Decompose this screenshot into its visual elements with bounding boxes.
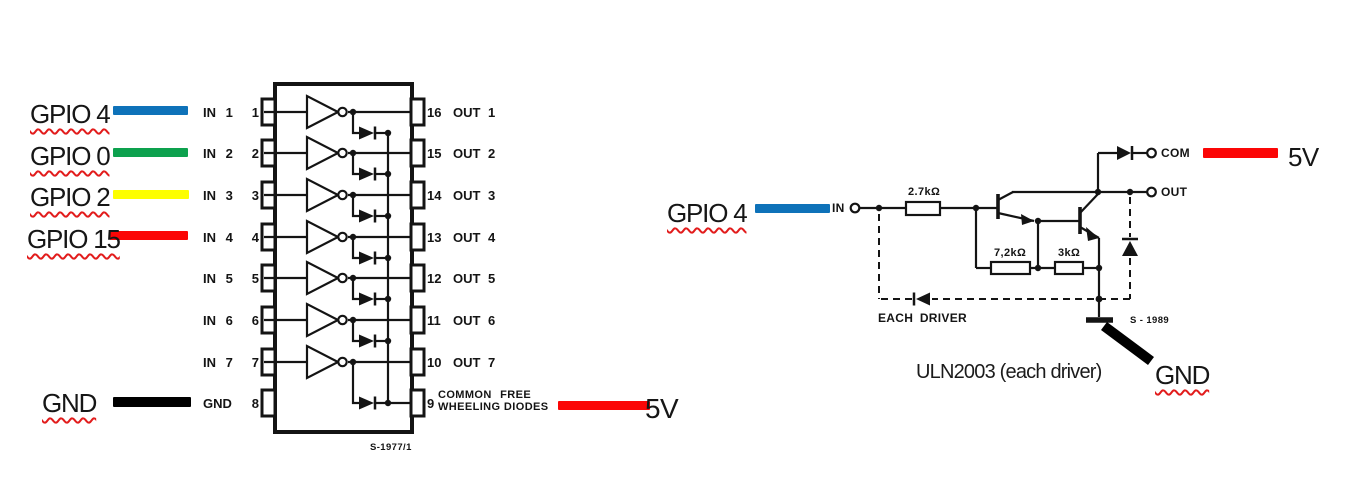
wire-5v-right	[1203, 148, 1278, 158]
pin-label-in2: IN 2	[203, 146, 233, 161]
pin-label-out3: OUT 3	[453, 188, 496, 203]
gnd-label-left: GND	[42, 388, 97, 418]
dip16-chip	[260, 82, 426, 434]
in-terminal-label: IN	[832, 201, 845, 215]
each-driver-label: EACH DRIVER	[878, 311, 967, 325]
pin-number-10: 10	[427, 355, 442, 370]
pin-number-12: 12	[427, 271, 442, 286]
gpio0-label: GPIO 0	[30, 141, 111, 171]
pin-number-1: 1	[251, 105, 259, 120]
pin-number-8: 8	[251, 396, 259, 411]
out-terminal-label: OUT	[1161, 185, 1188, 199]
pin-label-gnd: GND	[203, 396, 232, 411]
resistor-2k7-label: 2.7kΩ	[908, 186, 941, 198]
pin-label-out5: OUT 5	[453, 271, 496, 286]
pin-number-3: 3	[251, 188, 259, 203]
wire-gpio4-right	[755, 204, 830, 213]
wire-gpio4-left	[113, 106, 188, 115]
wire-gpio0	[113, 148, 188, 157]
wire-gnd-left	[113, 397, 191, 407]
pin-label-out1: OUT 1	[453, 105, 496, 120]
5v-label-right: 5V	[1288, 142, 1319, 172]
pin-number-2: 2	[251, 146, 259, 161]
5v-label-left: 5V	[645, 393, 679, 424]
com-terminal-label: COM	[1161, 146, 1190, 160]
gpio15-label: GPIO 15	[27, 224, 121, 254]
pin-number-6: 6	[251, 313, 259, 328]
pin-label-out7: OUT 7	[453, 355, 496, 370]
driver-schematic	[849, 146, 1157, 366]
pin-number-5: 5	[251, 271, 259, 286]
pin-label-out4: OUT 4	[453, 230, 496, 245]
wire-5v-left	[558, 401, 650, 410]
pin-label-in5: IN 5	[203, 271, 233, 286]
pin-label-in4: IN 4	[203, 230, 233, 245]
pin9-label-line2: WHEELING DIODES	[438, 400, 549, 413]
pin-number-15: 15	[427, 146, 442, 161]
wire-gpio15	[110, 231, 188, 240]
pin-label-in3: IN 3	[203, 188, 233, 203]
gpio2-label: GPIO 2	[30, 182, 111, 212]
pin-label-in7: IN 7	[203, 355, 233, 370]
pin-number-13: 13	[427, 230, 442, 245]
resistor-3k-label: 3kΩ	[1058, 247, 1081, 259]
caption-uln2003: ULN2003 (each driver)	[916, 361, 1102, 383]
pin9-label-line1: COMMON FREE	[438, 389, 532, 401]
part-code-s1977: S-1977/1	[370, 442, 412, 453]
gnd-label-right: GND	[1155, 360, 1210, 390]
pin-label-common-freewheeling: COMMON FREE WHEELING DIODES	[438, 389, 549, 413]
pin-number-9: 9	[427, 396, 435, 411]
resistor-7k2-label: 7,2kΩ	[994, 247, 1027, 259]
pin-label-in1: IN 1	[203, 105, 233, 120]
pin-label-out6: OUT 6	[453, 313, 496, 328]
part-code-s1989: S - 1989	[1130, 315, 1170, 326]
pin-number-4: 4	[251, 230, 259, 245]
pin-number-14: 14	[427, 188, 442, 203]
pin-label-in6: IN 6	[203, 313, 233, 328]
pin-label-out2: OUT 2	[453, 146, 496, 161]
gpio4-label-left: GPIO 4	[30, 99, 111, 129]
pin-number-11: 11	[427, 313, 441, 328]
gpio4-label-right: GPIO 4	[667, 198, 748, 228]
pin-number-16: 16	[427, 105, 442, 120]
pin-number-7: 7	[251, 355, 259, 370]
wire-gpio2	[113, 190, 189, 199]
